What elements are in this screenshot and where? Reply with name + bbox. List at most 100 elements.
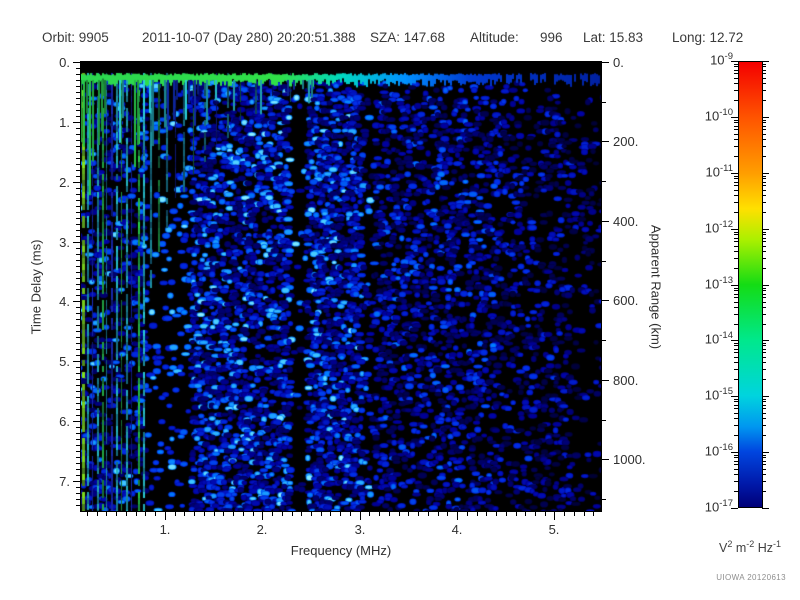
y-left-minor-tick [76,391,80,392]
y-left-minor-tick [76,176,80,177]
y-left-minor-tick [76,254,80,255]
y-left-minor-tick [76,331,80,332]
header-lat: Lat: 15.83 [583,30,644,45]
x-axis-tick-label: 4. [451,522,463,537]
y-right-axis-title: Apparent Range (km) [648,224,664,350]
y-left-minor-tick [76,248,80,249]
y-right-tick [602,141,609,142]
y-left-minor-tick [76,439,80,440]
colorbar-minor-tick [734,238,738,239]
colorbar-tick [762,452,769,453]
y-left-tick [73,242,80,243]
y-right-minor-tick [602,499,606,500]
y-left-minor-tick [76,74,80,75]
x-axis-minor-tick [516,512,517,516]
header-datetime: 2011-10-07 (Day 280) 20:20:51.388 [142,30,356,45]
y-left-tick-label: 6. [59,414,70,429]
y-left-minor-tick [76,68,80,69]
colorbar-minor-tick [762,461,766,462]
colorbar-minor-tick [734,294,738,295]
x-axis-minor-tick [301,512,302,516]
colorbar-tick [762,285,769,286]
y-right-tick-label: 1000. [613,452,646,467]
y-left-minor-tick [76,278,80,279]
y-left-minor-tick [76,146,80,147]
y-left-tick [73,182,80,183]
x-axis-title: Frequency (MHz) [290,543,392,558]
y-left-minor-tick [76,272,80,273]
x-axis-minor-tick [477,512,478,516]
y-left-minor-tick [76,313,80,314]
colorbar-minor-tick [762,122,766,123]
y-left-minor-tick [76,266,80,267]
colorbar-tick-label: 10-14 [704,330,733,347]
x-axis-minor-tick [438,512,439,516]
colorbar-unit-label: V2 m-2 Hz-1 [718,539,782,556]
x-axis-minor-tick [97,512,98,516]
y-left-tick-label: 4. [59,294,70,309]
y-left-minor-tick [76,170,80,171]
colorbar-minor-tick [734,78,738,79]
colorbar-minor-tick [762,314,766,315]
colorbar-minor-tick [734,457,738,458]
y-left-minor-tick [76,499,80,500]
spectrogram-canvas [80,61,602,512]
x-axis-tick-label: 2. [256,522,268,537]
y-right-minor-tick [602,261,606,262]
y-left-minor-tick [76,188,80,189]
colorbar-minor-tick [762,246,766,247]
y-left-minor-tick [76,218,80,219]
y-right-minor-tick [602,181,606,182]
colorbar-tick-label: 10-10 [704,107,733,124]
colorbar-minor-tick [762,491,766,492]
colorbar-minor-tick [734,241,738,242]
colorbar-minor-tick [734,474,738,475]
y-left-minor-tick [76,373,80,374]
colorbar-minor-tick [762,408,766,409]
colorbar-minor-tick [734,425,738,426]
colorbar-minor-tick [734,399,738,400]
x-axis-tick-label: 3. [354,522,366,537]
y-left-minor-tick [76,92,80,93]
colorbar-minor-tick [762,176,766,177]
y-left-tick-label: 5. [59,354,70,369]
colorbar-minor-tick [734,491,738,492]
colorbar-minor-tick [762,324,766,325]
x-axis-minor-tick [292,512,293,516]
colorbar-minor-tick [734,345,738,346]
colorbar-tick [762,508,769,509]
x-axis-minor-tick [194,512,195,516]
y-left-minor-tick [76,493,80,494]
y-left-minor-tick [76,206,80,207]
x-axis-minor-tick [330,512,331,516]
colorbar-minor-tick [734,290,738,291]
x-axis-minor-tick [379,512,380,516]
colorbar-minor-tick [734,405,738,406]
header-altitude-label: Altitude: [470,30,519,45]
colorbar-minor-tick [762,464,766,465]
y-right-minor-tick [602,420,606,421]
x-axis-minor-tick [321,512,322,516]
y-right-tick [602,62,609,63]
colorbar-minor-tick [762,357,766,358]
colorbar-minor-tick [734,246,738,247]
y-left-minor-tick [76,295,80,296]
y-left-tick-label: 3. [59,235,70,250]
x-axis-minor-tick [496,512,497,516]
x-axis-tick [360,512,361,520]
colorbar-minor-tick [734,464,738,465]
colorbar-minor-tick [734,129,738,130]
colorbar-minor-tick [762,185,766,186]
y-left-tick [73,62,80,63]
y-right-tick-label: 800. [613,373,639,388]
colorbar-minor-tick [762,182,766,183]
x-axis-minor-tick [574,512,575,516]
colorbar-minor-tick [734,202,738,203]
x-axis-minor-tick [418,512,419,516]
colorbar-minor-tick [734,324,738,325]
y-left-minor-tick [76,289,80,290]
y-left-tick [73,122,80,123]
colorbar-minor-tick [734,185,738,186]
x-axis-tick-label: 1. [159,522,171,537]
colorbar-tick [762,396,769,397]
